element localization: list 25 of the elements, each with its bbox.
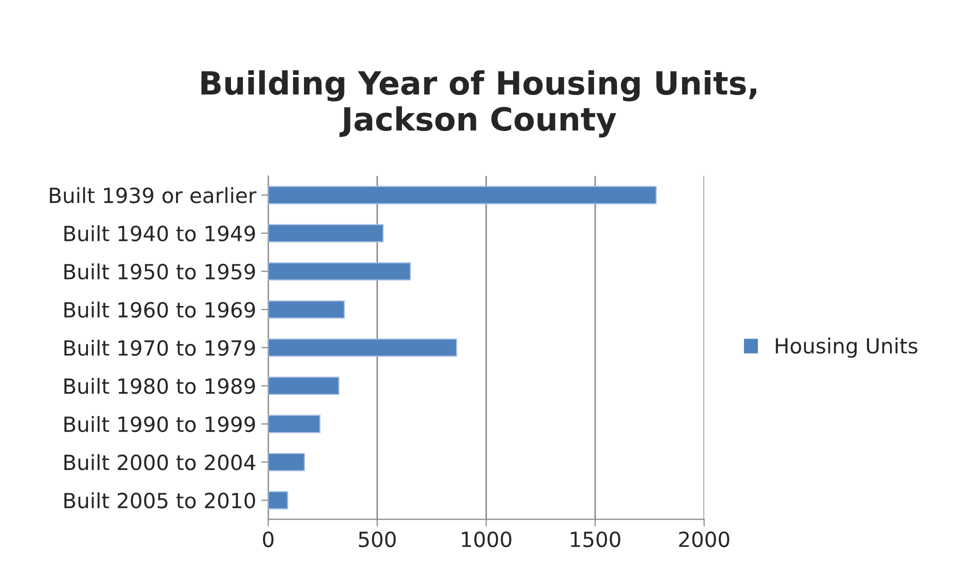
y-tick-label: Built 1970 to 1979: [64, 340, 255, 356]
bar: [268, 414, 320, 434]
x-tick-label: 1000: [462, 531, 512, 548]
y-tick-label: Built 1939 or earlier: [50, 187, 256, 204]
y-tick-label: Built 1980 to 1989: [64, 378, 255, 394]
x-tick-label: 0: [262, 531, 274, 548]
bar: [268, 491, 288, 510]
y-tick-label: Built 1960 to 1969: [64, 302, 255, 318]
bar: [268, 376, 340, 395]
bar: [268, 452, 305, 472]
bar: [268, 338, 458, 357]
y-tick-label: Built 2000 to 2004: [64, 454, 256, 470]
legend-label: Housing Units: [776, 338, 918, 358]
y-tick-label: Built 1990 to 1999: [64, 416, 255, 432]
y-tick-label: Built 1940 to 1949: [64, 225, 255, 242]
y-tick-label: Built 2005 to 2010: [64, 492, 256, 508]
bar: [268, 224, 384, 242]
chart-title: Building Year of Housing Units, Jackson County: [201, 70, 756, 138]
bar: [268, 262, 411, 280]
bar: [268, 186, 657, 204]
y-tick-label: Built 1950 to 1959: [64, 263, 255, 280]
x-tick-label: 1500: [570, 531, 620, 548]
bar: [268, 300, 345, 319]
x-tick-label: 500: [358, 531, 396, 548]
x-tick-label: 2000: [679, 531, 730, 548]
